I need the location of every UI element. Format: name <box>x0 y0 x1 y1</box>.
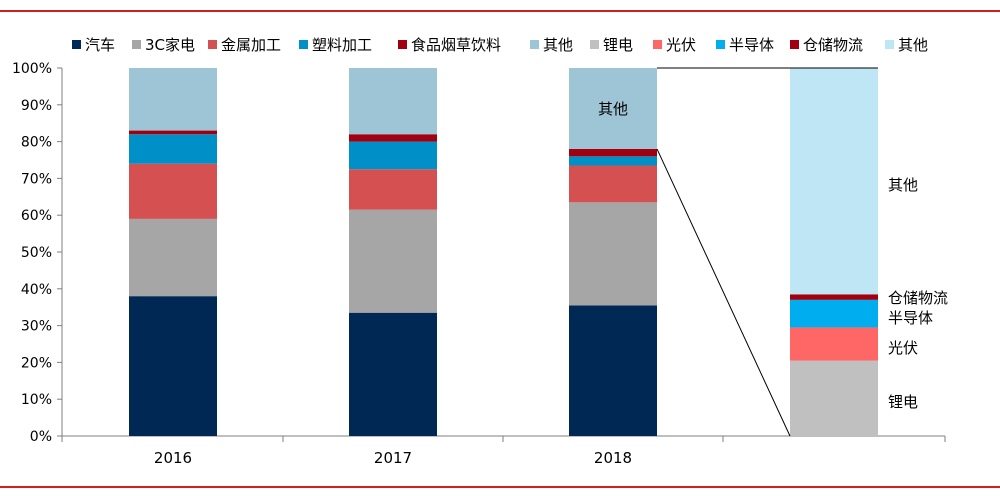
y-tick-label: 60% <box>21 208 52 224</box>
legend-label: 光伏 <box>666 36 696 54</box>
y-tick-label: 10% <box>21 392 52 408</box>
legend-swatch <box>590 40 599 49</box>
legend-label: 塑料加工 <box>312 36 372 54</box>
breakdown-segment <box>790 327 878 361</box>
legend-label: 汽车 <box>85 36 115 54</box>
legend-swatch <box>72 40 81 49</box>
axis-layer: 0% 10% 20% 30% 40% 50% 60% 70% 80% 90% 100% 2016 201… <box>12 61 946 467</box>
bar-segment <box>129 134 217 164</box>
bar-segment <box>569 156 657 166</box>
breakdown-segment <box>790 294 878 300</box>
bar-segment <box>569 148 657 157</box>
breakdown-label: 半导体 <box>888 309 933 327</box>
breakdown-label: 光伏 <box>888 339 918 357</box>
bar-segment <box>129 130 217 135</box>
bar-segment <box>349 134 437 142</box>
bar-segment <box>129 163 217 219</box>
legend: 汽车 3C家电 金属加工 塑料加工 食品烟草饮料 其他 锂电 光伏 半导体 仓储物流 其他 <box>72 36 928 54</box>
legend-label: 锂电 <box>603 36 633 54</box>
connector-line-bottom <box>656 148 791 437</box>
y-tick-label: 70% <box>21 171 52 187</box>
x-tick-label: 2018 <box>594 449 632 467</box>
legend-label: 其他 <box>543 36 573 54</box>
breakdown-segment <box>790 299 878 328</box>
bar-segment <box>569 305 657 436</box>
legend-swatch <box>530 40 539 49</box>
legend-label: 半导体 <box>729 36 774 54</box>
bar-segment <box>349 209 437 313</box>
y-tick-label: 0% <box>30 429 52 445</box>
legend-swatch <box>132 40 141 49</box>
legend-swatch <box>398 40 407 49</box>
legend-swatch <box>885 40 894 49</box>
legend-swatch <box>299 40 308 49</box>
breakdown-label: 仓储物流 <box>888 289 948 307</box>
x-tick-label: 2017 <box>374 449 412 467</box>
x-tick-label: 2016 <box>154 449 192 467</box>
legend-swatch <box>790 40 799 49</box>
legend-swatch <box>653 40 662 49</box>
y-tick-label: 50% <box>21 245 52 261</box>
bar-segment <box>349 169 437 210</box>
bar-segment <box>129 68 217 131</box>
y-tick-label: 20% <box>21 355 52 371</box>
legend-label: 3C家电 <box>145 36 195 54</box>
bar-segment <box>569 202 657 306</box>
legend-label: 食品烟草饮料 <box>411 36 501 54</box>
breakdown-segment <box>790 68 878 295</box>
bar-segment <box>569 165 657 203</box>
bar-segment <box>349 141 437 170</box>
y-tick-label: 90% <box>21 98 52 114</box>
bar-segment <box>129 218 217 297</box>
breakdown-label: 其他 <box>888 176 918 194</box>
bar-segment <box>129 296 217 436</box>
y-tick-label: 40% <box>21 282 52 298</box>
y-tick-label: 100% <box>12 61 52 77</box>
breakdown-segment <box>790 360 878 436</box>
bar-segment <box>349 68 437 135</box>
bar-segment <box>349 312 437 436</box>
bottom-rule <box>0 486 1000 488</box>
legend-swatch <box>716 40 725 49</box>
bars-layer <box>129 67 878 437</box>
breakdown-label: 锂电 <box>888 393 918 411</box>
legend-label: 仓储物流 <box>803 36 863 54</box>
y-tick-label: 30% <box>21 319 52 335</box>
in-bar-label: 其他 <box>598 100 628 118</box>
y-tick-label: 80% <box>21 135 52 151</box>
legend-swatch <box>208 40 217 49</box>
top-rule <box>0 10 1000 12</box>
legend-label: 其他 <box>898 36 928 54</box>
bar-segment <box>569 68 657 149</box>
legend-label: 金属加工 <box>221 36 281 54</box>
